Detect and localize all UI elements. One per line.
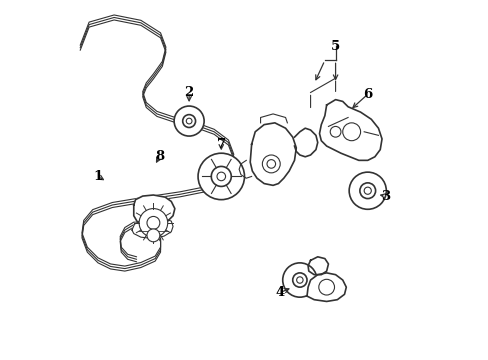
Circle shape [364,187,370,194]
Polygon shape [134,195,175,226]
Circle shape [217,172,225,181]
Circle shape [183,114,195,127]
Polygon shape [132,219,173,239]
Polygon shape [306,273,346,301]
Circle shape [198,153,244,200]
Text: 8: 8 [155,150,163,163]
Text: 4: 4 [275,286,285,299]
Circle shape [266,159,275,168]
Text: 1: 1 [93,170,102,183]
Circle shape [296,277,303,283]
Circle shape [342,123,360,141]
Circle shape [318,279,334,295]
Circle shape [262,155,280,173]
Polygon shape [319,100,381,160]
Text: 5: 5 [330,40,340,53]
Polygon shape [294,128,317,157]
Polygon shape [250,123,296,185]
Circle shape [282,263,316,297]
Text: 2: 2 [184,86,193,99]
Circle shape [139,208,167,237]
Circle shape [359,183,375,199]
Circle shape [147,216,160,229]
Polygon shape [307,257,328,275]
Text: 7: 7 [216,138,225,151]
Text: 6: 6 [363,88,371,101]
Text: 3: 3 [380,190,389,203]
Circle shape [329,126,340,137]
Circle shape [147,229,160,242]
Circle shape [348,172,386,209]
Circle shape [186,118,192,124]
Circle shape [292,273,306,287]
Circle shape [174,106,203,136]
Circle shape [211,166,231,186]
